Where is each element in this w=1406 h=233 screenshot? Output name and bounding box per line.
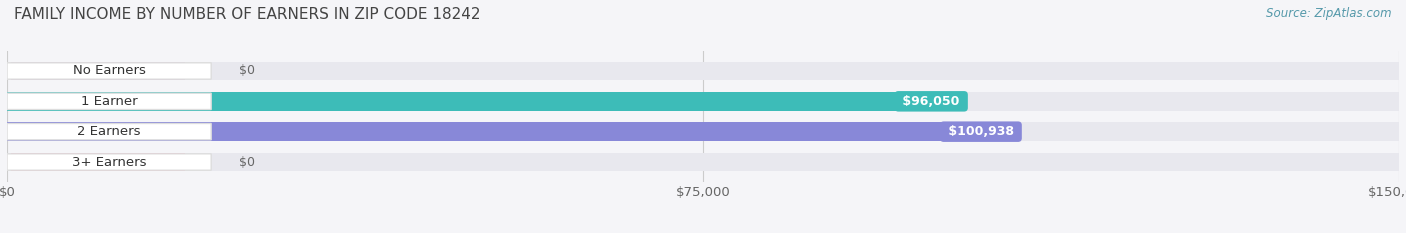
- Text: 1 Earner: 1 Earner: [80, 95, 138, 108]
- Text: 2 Earners: 2 Earners: [77, 125, 141, 138]
- Bar: [7, 92, 1399, 111]
- Bar: [7, 153, 1399, 171]
- Bar: [11, 153, 184, 171]
- Bar: [7, 62, 1399, 80]
- Text: 3+ Earners: 3+ Earners: [72, 155, 146, 168]
- FancyBboxPatch shape: [7, 63, 211, 79]
- FancyBboxPatch shape: [7, 123, 211, 140]
- Text: Source: ZipAtlas.com: Source: ZipAtlas.com: [1267, 7, 1392, 20]
- Text: $0: $0: [239, 155, 254, 168]
- Text: $96,050: $96,050: [898, 95, 965, 108]
- FancyBboxPatch shape: [7, 93, 211, 110]
- Text: FAMILY INCOME BY NUMBER OF EARNERS IN ZIP CODE 18242: FAMILY INCOME BY NUMBER OF EARNERS IN ZI…: [14, 7, 481, 22]
- Bar: [7, 122, 943, 141]
- Text: $0: $0: [239, 65, 254, 78]
- Bar: [7, 122, 1399, 141]
- Bar: [7, 92, 898, 111]
- Text: $100,938: $100,938: [943, 125, 1018, 138]
- Bar: [11, 62, 184, 80]
- FancyBboxPatch shape: [7, 154, 211, 170]
- Text: No Earners: No Earners: [73, 65, 146, 78]
